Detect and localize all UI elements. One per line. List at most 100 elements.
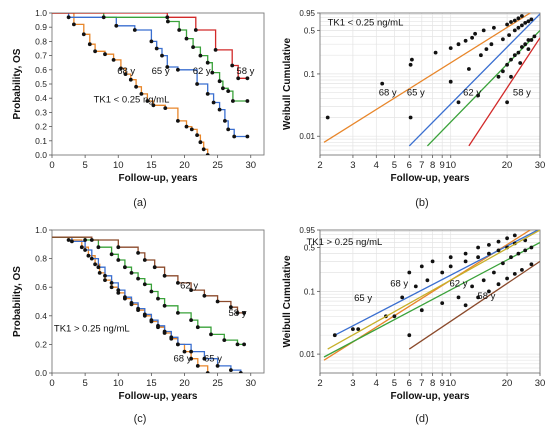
event-marker bbox=[136, 251, 141, 255]
data-point bbox=[470, 35, 474, 40]
annotation-label: 68 y bbox=[174, 354, 192, 365]
y-tick-label: 0.1 bbox=[35, 136, 47, 146]
data-point bbox=[505, 236, 509, 241]
y-axis-title: Weibull Cumulative bbox=[282, 255, 293, 347]
event-marker bbox=[89, 256, 94, 261]
event-marker bbox=[101, 15, 106, 20]
annotation-label: 58 y bbox=[229, 308, 247, 319]
data-point bbox=[529, 17, 534, 22]
x-tick-label: 5 bbox=[392, 160, 397, 171]
annotation-label: TK1 < 0.25 ng/mL bbox=[328, 17, 404, 28]
event-marker bbox=[136, 306, 141, 311]
data-point bbox=[529, 245, 534, 250]
panel-label-a: (a) bbox=[133, 197, 146, 209]
event-marker bbox=[103, 52, 107, 57]
y-tick-label: 0.0 bbox=[35, 150, 47, 160]
event-marker bbox=[70, 239, 74, 244]
data-point bbox=[470, 284, 474, 289]
event-marker bbox=[189, 318, 194, 322]
x-tick-label: 30 bbox=[245, 160, 256, 171]
plot-content bbox=[323, 13, 540, 147]
event-marker bbox=[83, 238, 87, 242]
y-tick-label: 0.4 bbox=[35, 311, 47, 321]
data-point bbox=[496, 248, 501, 253]
data-point bbox=[448, 79, 453, 84]
data-point bbox=[512, 272, 517, 276]
panel-label-d: (d) bbox=[415, 413, 428, 425]
x-tick-label: 9 bbox=[440, 160, 445, 171]
data-point bbox=[487, 251, 491, 256]
survival-curve bbox=[52, 236, 245, 314]
data-point bbox=[520, 268, 524, 272]
data-point bbox=[440, 301, 445, 305]
x-tick-label: 5 bbox=[392, 378, 397, 389]
annotation-label: 62 y bbox=[193, 66, 211, 77]
data-point bbox=[430, 259, 435, 264]
weibull-fit-line bbox=[426, 29, 540, 147]
event-marker bbox=[66, 15, 71, 20]
event-marker bbox=[86, 253, 91, 258]
event-marker bbox=[109, 252, 114, 257]
panel-b: 2 3 4 5 6 7 8 9 10 20 30 0.01 0.1 0.5 0.95 Follow-up, y… bbox=[282, 9, 545, 184]
data-point bbox=[433, 50, 438, 55]
x-tick-label: 9 bbox=[440, 378, 445, 389]
panel-d: 2 3 4 5 6 7 8 9 10 20 30 0.01 0.1 0.5 0.95 Follow-up, y… bbox=[282, 226, 545, 402]
data-point bbox=[509, 255, 513, 260]
data-point bbox=[520, 14, 524, 18]
event-marker bbox=[116, 291, 121, 295]
panel-label-c: (c) bbox=[134, 413, 147, 425]
y-tick-label: 0.4 bbox=[35, 93, 47, 103]
y-tick-label: 1.0 bbox=[35, 225, 47, 235]
annotation-label: 68 y bbox=[390, 278, 408, 289]
data-point bbox=[481, 28, 486, 33]
annotation-label: 68 y bbox=[117, 66, 135, 77]
data-point bbox=[456, 42, 461, 47]
data-point bbox=[456, 295, 461, 300]
weibull-fit-line bbox=[327, 230, 540, 350]
x-tick-label: 20 bbox=[502, 378, 513, 389]
event-marker bbox=[72, 22, 76, 27]
event-marker bbox=[215, 364, 220, 368]
data-point bbox=[496, 239, 501, 244]
data-point bbox=[501, 261, 505, 266]
event-marker bbox=[198, 140, 203, 145]
event-marker bbox=[176, 342, 180, 347]
survival-curve bbox=[52, 13, 209, 155]
x-tick-label: 30 bbox=[245, 378, 256, 389]
data-point bbox=[413, 284, 418, 289]
event-marker bbox=[162, 329, 167, 334]
data-point bbox=[526, 19, 531, 24]
event-marker bbox=[242, 311, 247, 315]
event-marker bbox=[114, 23, 119, 28]
data-point bbox=[325, 115, 330, 120]
plot-area-frame bbox=[51, 229, 265, 374]
event-marker bbox=[79, 245, 84, 250]
event-marker bbox=[103, 278, 107, 282]
data-point bbox=[380, 81, 385, 86]
x-tick-label: 25 bbox=[212, 378, 223, 389]
event-marker bbox=[109, 285, 114, 290]
data-point bbox=[516, 251, 521, 256]
data-point bbox=[512, 18, 517, 23]
annotation-label: 58 y bbox=[513, 88, 531, 99]
event-marker bbox=[116, 258, 121, 262]
panel-label-b: (b) bbox=[415, 197, 428, 209]
y-tick-label: 0.5 bbox=[304, 26, 316, 35]
data-point bbox=[448, 264, 453, 269]
event-marker bbox=[235, 311, 240, 315]
data-point bbox=[512, 53, 517, 58]
event-marker bbox=[195, 364, 200, 368]
y-tick-label: 0.01 bbox=[299, 132, 315, 141]
event-marker bbox=[176, 281, 180, 285]
x-tick-label: 0 bbox=[49, 160, 54, 171]
event-marker bbox=[123, 72, 128, 76]
data-point bbox=[523, 42, 528, 47]
event-marker bbox=[149, 318, 154, 322]
event-marker bbox=[97, 271, 102, 275]
data-point bbox=[392, 314, 397, 319]
data-point bbox=[512, 28, 517, 33]
x-tick-label: 25 bbox=[212, 160, 223, 171]
x-axis-title: Follow-up, years bbox=[391, 173, 470, 184]
event-marker bbox=[93, 262, 97, 267]
annotation-label: TK1 > 0.25 ng/mL bbox=[307, 237, 383, 248]
